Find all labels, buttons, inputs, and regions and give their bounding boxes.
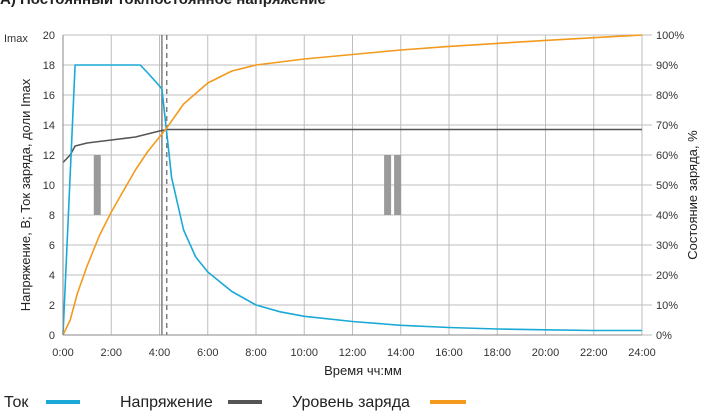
y-left-tick-label: 12 bbox=[43, 150, 55, 162]
y-right-tick-label: 90% bbox=[656, 60, 678, 72]
break-marker-bar bbox=[394, 155, 402, 215]
legend-label-soc: Уровень заряда bbox=[292, 394, 410, 411]
series-lines bbox=[62, 34, 643, 336]
x-tick-label: 0:00 bbox=[52, 347, 73, 359]
y-left-tick-label: 6 bbox=[49, 240, 55, 252]
series-line-1 bbox=[62, 128, 642, 164]
x-tick-label: 2:00 bbox=[101, 347, 122, 359]
y-right-tick-label: 20% bbox=[656, 270, 678, 282]
y-left-tick-label: 16 bbox=[43, 90, 55, 102]
x-tick-label: 12:00 bbox=[339, 347, 367, 359]
legend: Ток Напряжение Уровень заряда bbox=[4, 394, 466, 411]
series-line-2 bbox=[62, 34, 643, 336]
vertical-markers bbox=[161, 35, 168, 335]
x-tick-label: 4:00 bbox=[149, 347, 170, 359]
x-axis-title: Время чч:мм bbox=[324, 363, 402, 378]
y-left-top-label: Imax bbox=[4, 33, 28, 45]
x-tick-label: 18:00 bbox=[483, 347, 511, 359]
y-right-tick-label: 40% bbox=[656, 210, 678, 222]
y-right-tick-label: 50% bbox=[656, 180, 678, 192]
y-right-tick-label: 0% bbox=[656, 330, 672, 342]
x-tick-label: 8:00 bbox=[245, 347, 266, 359]
series-line-0 bbox=[62, 64, 642, 336]
break-markers bbox=[93, 155, 402, 215]
y-left-tick-label: 4 bbox=[49, 270, 55, 282]
y-right-tick-label: 100% bbox=[656, 30, 684, 42]
y-left-tick-label: 0 bbox=[49, 330, 55, 342]
y-left-tick-label: 20 bbox=[43, 30, 55, 42]
axes: 0 2 4 6 8 10 12 14 16 18 20 0% 10% 20% 30% 40% 50% 60% 70%… bbox=[43, 30, 685, 359]
x-tick-label: 22:00 bbox=[580, 347, 608, 359]
x-tick-label: 6:00 bbox=[197, 347, 218, 359]
legend-label-current: Ток bbox=[4, 394, 29, 411]
chart-title: А) Постоянный ток/постоянное напряжение bbox=[0, 0, 326, 8]
y-left-tick-label: 8 bbox=[49, 210, 55, 222]
y-left-tick-label: 18 bbox=[43, 60, 55, 72]
y-left-tick-label: 10 bbox=[43, 180, 55, 192]
x-tick-label: 10:00 bbox=[290, 347, 318, 359]
x-tick-label: 24:00 bbox=[628, 347, 656, 359]
y-right-tick-label: 10% bbox=[656, 300, 678, 312]
y-right-tick-label: 30% bbox=[656, 240, 678, 252]
x-tick-label: 20:00 bbox=[532, 347, 560, 359]
break-marker-bar bbox=[384, 155, 392, 215]
y-left-tick-label: 2 bbox=[49, 300, 55, 312]
x-tick-label: 16:00 bbox=[435, 347, 463, 359]
y-right-tick-label: 70% bbox=[656, 120, 678, 132]
y-right-tick-label: 60% bbox=[656, 150, 678, 162]
y-axis-right-title: Состояние заряда, % bbox=[685, 130, 700, 260]
y-axis-left-title: Напряжение, В; Ток заряда, доли Imax bbox=[18, 78, 33, 311]
x-tick-label: 14:00 bbox=[387, 347, 415, 359]
break-marker-bar bbox=[93, 155, 101, 215]
legend-label-voltage: Напряжение bbox=[120, 394, 213, 411]
y-left-tick-label: 14 bbox=[43, 120, 55, 132]
grid bbox=[62, 34, 643, 336]
y-right-tick-label: 80% bbox=[656, 90, 678, 102]
